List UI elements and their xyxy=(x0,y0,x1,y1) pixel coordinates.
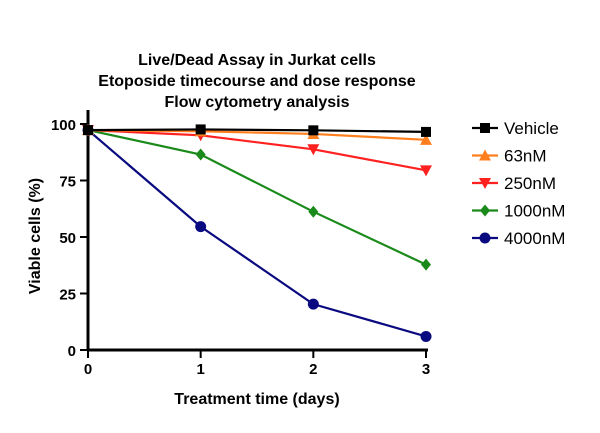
data-point-triangle-up xyxy=(420,133,432,145)
y-axis-label: Viable cells (%) xyxy=(27,178,44,294)
data-point-diamond xyxy=(421,258,431,271)
data-point-square xyxy=(195,124,206,135)
data-point-circle xyxy=(195,221,207,233)
legend-item-vehicle: Vehicle xyxy=(472,119,559,138)
series-4000nm xyxy=(82,124,432,342)
data-point-triangle-up xyxy=(479,149,491,161)
y-tick-label: 0 xyxy=(68,343,76,360)
y-tick-label: 75 xyxy=(59,174,76,191)
series-1000nm xyxy=(83,124,431,271)
series-line xyxy=(87,129,427,172)
legend-item-1000nm: 1000nM xyxy=(472,202,565,221)
title-line-1: Live/Dead Assay in Jurkat cells xyxy=(138,52,376,69)
data-point-triangle-down xyxy=(420,165,432,177)
legend-item-4000nm: 4000nM xyxy=(472,229,565,248)
x-tick-label: 2 xyxy=(309,361,317,378)
x-tick-label: 3 xyxy=(422,361,430,378)
data-point-circle xyxy=(420,330,432,342)
legend-label: 1000nM xyxy=(504,202,565,221)
data-point-diamond xyxy=(308,205,319,218)
legend: Vehicle 63nM 250nM 1000nM 4000nM xyxy=(472,119,565,248)
legend-label: 4000nM xyxy=(504,229,565,248)
chart-title: Live/Dead Assay in Jurkat cells Etoposid… xyxy=(98,52,416,111)
data-point-square xyxy=(421,126,431,137)
data-point-diamond xyxy=(480,204,490,217)
axes: 0 25 50 75 100 0 1 2 3 xyxy=(51,110,430,378)
x-tick-label: 1 xyxy=(196,361,204,378)
y-tick-label: 25 xyxy=(59,287,76,304)
data-point-square xyxy=(83,125,93,136)
y-tick-label: 50 xyxy=(59,230,76,247)
data-point-circle xyxy=(479,232,491,244)
series-line xyxy=(87,128,427,134)
legend-item-250nm: 250nM xyxy=(472,174,556,193)
legend-label: 250nM xyxy=(504,174,556,193)
data-point-diamond xyxy=(195,148,206,161)
data-point-triangle-down xyxy=(479,178,491,189)
title-line-3: Flow cytometry analysis xyxy=(165,94,350,111)
data-point-circle xyxy=(307,298,319,310)
series-line xyxy=(87,129,427,266)
y-tick-label: 100 xyxy=(51,117,76,134)
series-group xyxy=(82,124,432,342)
title-line-2: Etoposide timecourse and dose response xyxy=(98,73,416,90)
legend-label: Vehicle xyxy=(504,119,559,138)
series-vehicle xyxy=(83,124,431,137)
data-point-square xyxy=(480,123,490,133)
legend-item-63nm: 63nM xyxy=(472,147,547,166)
legend-label: 63nM xyxy=(504,147,547,166)
x-tick-label: 0 xyxy=(84,361,92,378)
data-point-square xyxy=(308,125,319,136)
data-point-triangle-down xyxy=(307,144,320,156)
series-line xyxy=(87,129,427,338)
x-axis-label: Treatment time (days) xyxy=(174,391,339,408)
